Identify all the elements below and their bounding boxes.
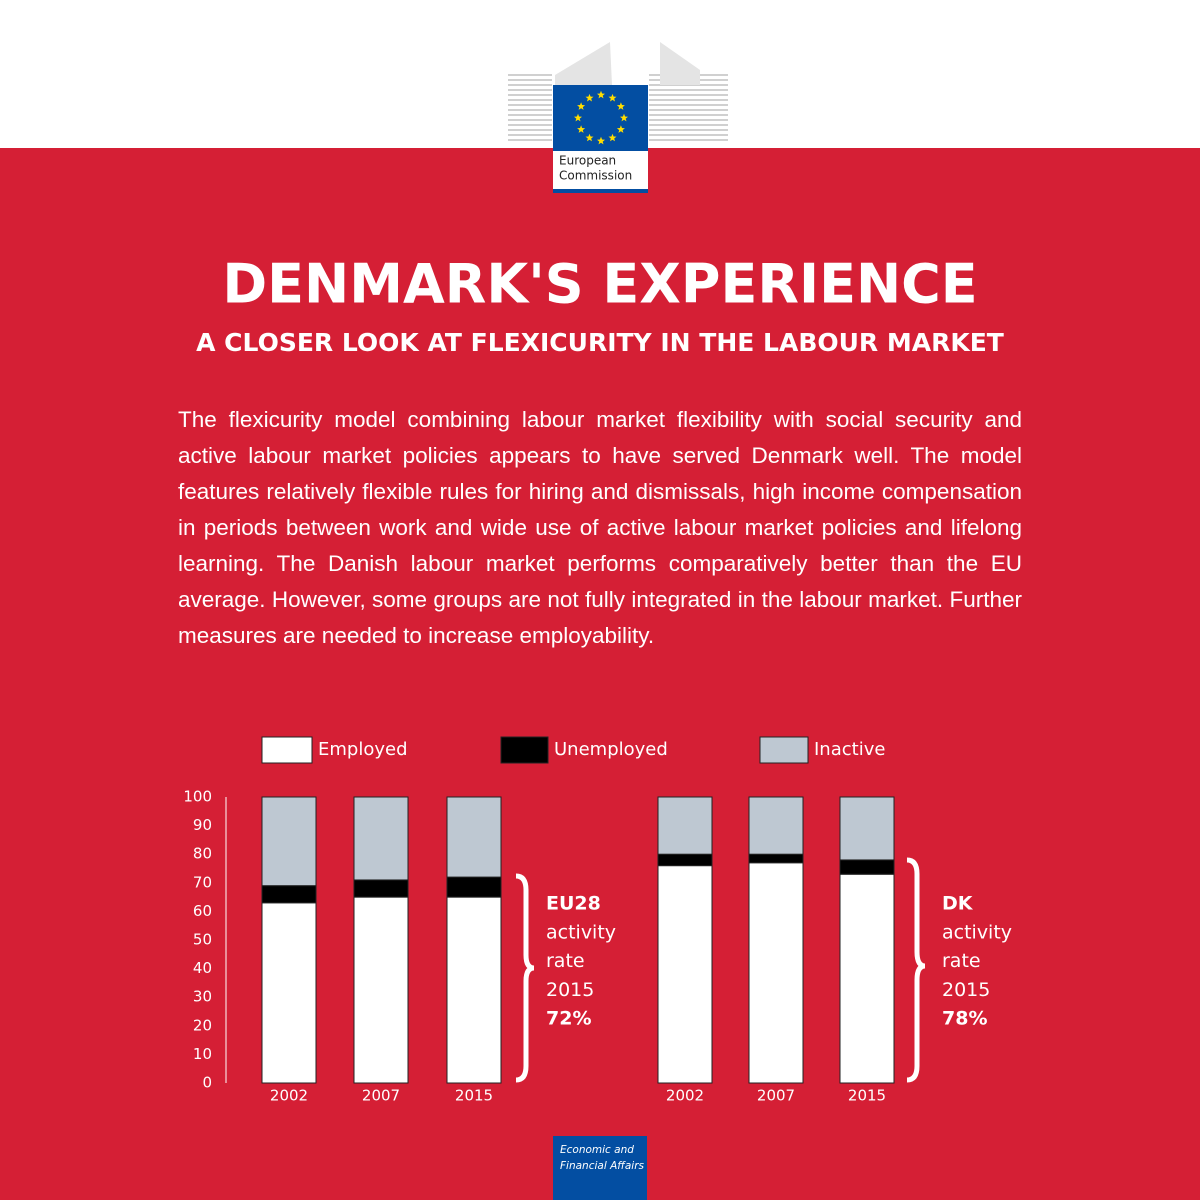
bar-segment: [446, 876, 502, 898]
legend-swatch: [759, 736, 809, 764]
bar-segment: [353, 796, 409, 881]
legend-label: Employed: [318, 739, 408, 760]
star: [608, 133, 617, 142]
bar-segment: [353, 896, 409, 1084]
star: [616, 102, 625, 110]
y-tick-label: 100: [183, 788, 212, 806]
star: [616, 125, 625, 133]
footer-text: Economic and: [560, 1144, 634, 1156]
bar-segment: [748, 853, 804, 864]
annotation-text: activity: [546, 922, 616, 944]
bar-segment: [839, 796, 895, 861]
y-tick-label: 90: [193, 816, 212, 834]
annotation-text: rate: [942, 950, 981, 972]
annotation-title: EU28: [546, 893, 601, 915]
brace: [906, 857, 926, 1083]
star: [608, 93, 617, 102]
bar-segment: [657, 865, 713, 1084]
annotation-text: 2015: [546, 979, 594, 1001]
brace: [515, 873, 535, 1083]
bar-segment: [657, 853, 713, 867]
x-tick-label: 2002: [270, 1087, 308, 1105]
legend-swatch: [261, 736, 313, 764]
y-tick-label: 80: [193, 845, 212, 863]
building-wing: [555, 42, 612, 85]
star: [577, 125, 586, 133]
bar-segment: [446, 896, 502, 1084]
bar-segment: [657, 796, 713, 855]
y-tick-label: 50: [193, 931, 212, 949]
logo-stripe: [553, 189, 648, 193]
x-tick-label: 2007: [757, 1087, 795, 1105]
bar-segment: [446, 796, 502, 878]
star: [577, 102, 586, 110]
y-tick-label: 20: [193, 1016, 212, 1034]
y-tick-label: 0: [202, 1074, 212, 1092]
annotation-title: DK: [942, 893, 974, 915]
star: [585, 133, 594, 142]
title: DENMARK'S EXPERIENCE: [222, 253, 977, 316]
star: [620, 113, 628, 122]
annotation-rate: 78%: [942, 1008, 987, 1030]
annotation-text: rate: [546, 950, 585, 972]
x-tick-label: 2015: [455, 1087, 493, 1105]
bar-segment: [839, 859, 895, 875]
x-tick-label: 2002: [666, 1087, 704, 1105]
star: [585, 93, 594, 102]
bar-segment: [839, 873, 895, 1084]
legend-label: Inactive: [814, 739, 885, 760]
y-tick-label: 10: [193, 1045, 212, 1063]
annotation-text: activity: [942, 922, 1012, 944]
bar-segment: [261, 885, 317, 904]
y-tick-label: 60: [193, 902, 212, 920]
bar-segment: [748, 862, 804, 1084]
building-wing: [660, 42, 700, 85]
star: [597, 90, 605, 99]
annotation-rate: 72%: [546, 1008, 591, 1030]
subtitle: A CLOSER LOOK AT FLEXICURITY IN THE LABO…: [196, 328, 1004, 357]
bar-segment: [748, 796, 804, 855]
footer-text: Financial Affairs: [560, 1160, 645, 1172]
y-tick-label: 30: [193, 988, 212, 1006]
y-tick-label: 70: [193, 873, 212, 891]
legend-swatch: [500, 736, 549, 764]
legend-label: Unemployed: [554, 739, 668, 760]
logo-box: [553, 151, 648, 193]
logo-text: Commission: [559, 169, 632, 183]
footer-box: [553, 1136, 647, 1200]
x-tick-label: 2007: [362, 1087, 400, 1105]
body-text: The flexicurity model combining labour m…: [178, 407, 1022, 648]
y-tick-label: 40: [193, 959, 212, 977]
bar-segment: [261, 902, 317, 1084]
logo-stars: [574, 90, 628, 145]
star: [597, 136, 605, 145]
bar-segment: [353, 879, 409, 898]
x-tick-label: 2015: [848, 1087, 886, 1105]
bar-segment: [261, 796, 317, 887]
star: [574, 113, 582, 122]
annotation-text: 2015: [942, 979, 990, 1001]
logo-building: [508, 42, 728, 141]
logo-text: European: [559, 154, 616, 168]
